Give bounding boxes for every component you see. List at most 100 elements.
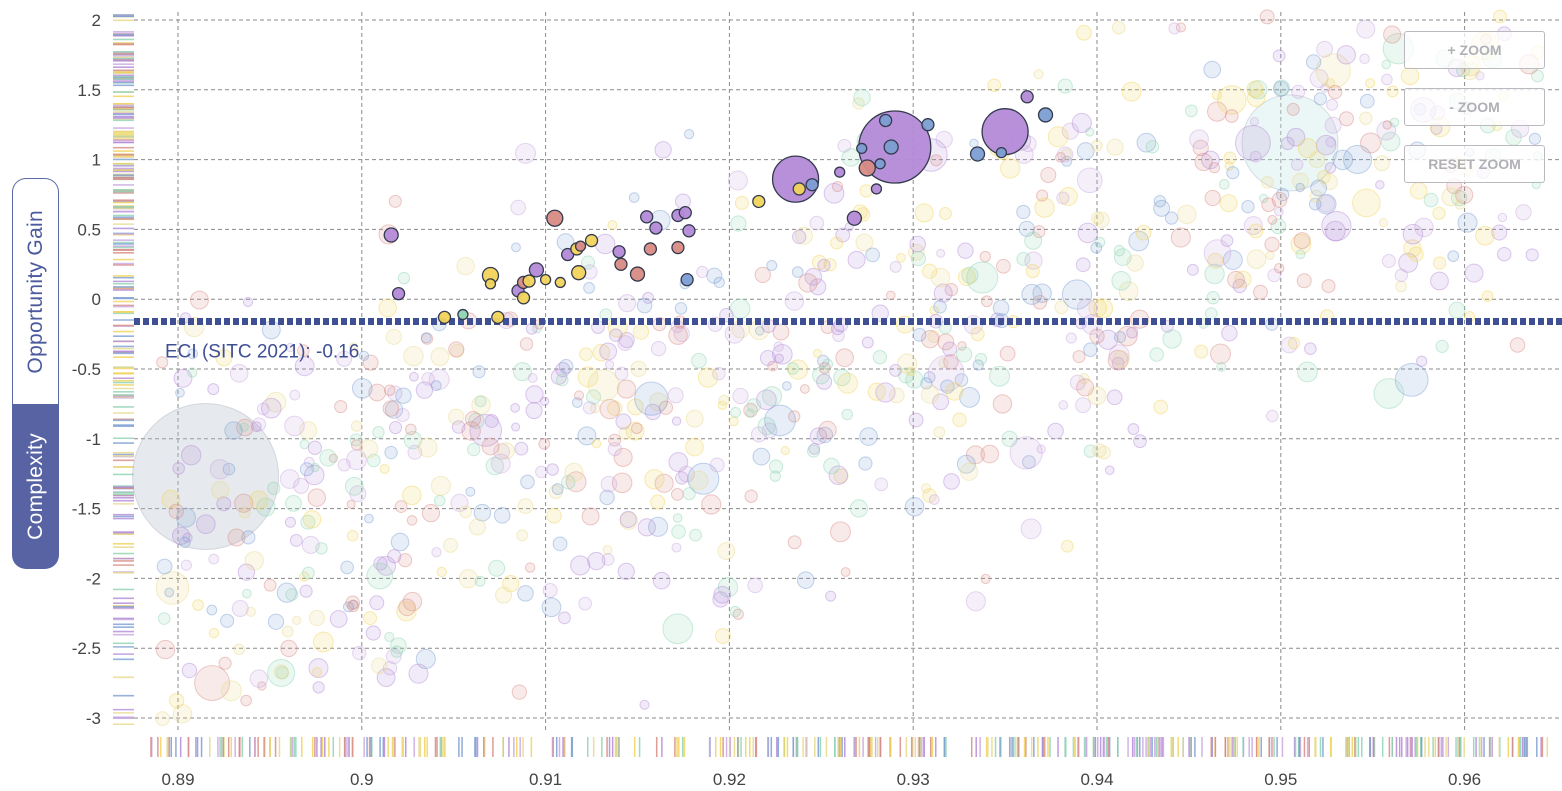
background-point bbox=[855, 233, 874, 252]
background-point bbox=[512, 362, 532, 382]
background-point bbox=[636, 297, 653, 314]
background-point bbox=[1327, 84, 1343, 100]
highlighted-point bbox=[546, 209, 564, 227]
background-point bbox=[376, 556, 397, 576]
background-point bbox=[558, 611, 571, 625]
background-point bbox=[992, 299, 1010, 317]
background-point bbox=[157, 612, 171, 625]
background-point bbox=[546, 463, 559, 476]
background-point bbox=[280, 639, 298, 658]
background-point bbox=[822, 358, 834, 370]
tab-complexity[interactable]: Complexity bbox=[12, 404, 59, 569]
background-point bbox=[1305, 54, 1322, 70]
background-point bbox=[1113, 244, 1126, 257]
highlighted-point bbox=[921, 118, 935, 132]
background-point bbox=[1403, 239, 1422, 258]
x-tick-label: 0.89 bbox=[161, 770, 194, 789]
background-point bbox=[292, 615, 302, 625]
background-point bbox=[599, 342, 618, 361]
background-point bbox=[828, 465, 848, 485]
background-point bbox=[1246, 249, 1267, 269]
background-point bbox=[1057, 146, 1074, 163]
background-point bbox=[583, 282, 595, 294]
background-point bbox=[1308, 197, 1322, 211]
zoom-out-button[interactable]: - ZOOM bbox=[1404, 88, 1545, 126]
background-point bbox=[927, 330, 941, 344]
background-point bbox=[284, 516, 296, 528]
background-point bbox=[187, 367, 198, 378]
background-point bbox=[564, 462, 584, 483]
eci-label: ECI (SITC 2021): -0.16 bbox=[165, 342, 359, 363]
background-point bbox=[587, 369, 620, 402]
background-point bbox=[932, 393, 950, 411]
background-point bbox=[395, 407, 410, 422]
x-tick-label: 0.92 bbox=[713, 770, 746, 789]
y-tick-label: 0.5 bbox=[77, 220, 101, 239]
background-point bbox=[1016, 251, 1031, 266]
tab-opportunity-gain[interactable]: Opportunity Gain bbox=[12, 178, 59, 404]
grid bbox=[134, 12, 1562, 730]
background-point bbox=[1395, 280, 1407, 293]
background-point bbox=[1149, 347, 1164, 362]
background-point bbox=[743, 403, 758, 418]
background-point bbox=[367, 453, 381, 468]
background-point bbox=[403, 345, 424, 367]
background-point bbox=[648, 392, 668, 412]
background-point bbox=[251, 417, 267, 432]
background-point bbox=[1203, 60, 1222, 79]
background-point bbox=[787, 535, 802, 550]
background-point bbox=[835, 348, 854, 368]
background-point bbox=[1296, 361, 1318, 383]
background-point bbox=[689, 470, 709, 491]
background-point bbox=[768, 459, 784, 474]
reset-zoom-button[interactable]: RESET ZOOM bbox=[1404, 145, 1545, 183]
highlighted-point bbox=[874, 158, 886, 170]
background-point bbox=[302, 510, 322, 529]
background-point bbox=[972, 359, 984, 371]
background-point bbox=[696, 265, 709, 279]
highlighted-point bbox=[680, 273, 694, 287]
background-point bbox=[1481, 290, 1494, 302]
background-point bbox=[750, 426, 768, 443]
background-point bbox=[561, 475, 576, 490]
background-point bbox=[1211, 89, 1222, 101]
background-point bbox=[1061, 122, 1079, 140]
background-point bbox=[555, 362, 571, 378]
background-point bbox=[1056, 191, 1070, 205]
background-point bbox=[450, 343, 465, 358]
background-point bbox=[465, 486, 476, 497]
background-point bbox=[546, 507, 562, 524]
background-point bbox=[794, 226, 813, 245]
background-point bbox=[766, 259, 778, 272]
background-point bbox=[618, 294, 637, 313]
background-point bbox=[852, 97, 865, 110]
background-point bbox=[1055, 151, 1066, 163]
background-point bbox=[697, 367, 719, 388]
background-point bbox=[517, 585, 534, 602]
background-point bbox=[430, 347, 450, 367]
background-point bbox=[511, 684, 528, 700]
background-point bbox=[816, 373, 833, 390]
background-point bbox=[1226, 166, 1240, 180]
background-point bbox=[1089, 328, 1105, 344]
background-point bbox=[614, 366, 629, 381]
background-point bbox=[1016, 204, 1031, 220]
background-point bbox=[382, 660, 398, 676]
background-point bbox=[329, 610, 348, 628]
background-point bbox=[954, 373, 969, 387]
highlighted-point bbox=[612, 245, 626, 259]
background-point bbox=[405, 423, 417, 436]
background-point bbox=[717, 400, 728, 410]
background-point bbox=[756, 389, 777, 411]
background-point bbox=[1085, 127, 1095, 137]
background-point bbox=[299, 421, 318, 440]
background-point bbox=[1034, 197, 1055, 218]
background-point bbox=[992, 394, 1013, 414]
background-point bbox=[346, 449, 367, 471]
zoom-in-button[interactable]: + ZOOM bbox=[1404, 31, 1545, 69]
rug-marks bbox=[113, 14, 1549, 757]
background-point bbox=[376, 668, 396, 687]
background-point bbox=[256, 402, 270, 416]
background-point bbox=[1389, 117, 1400, 128]
background-point bbox=[382, 400, 400, 417]
